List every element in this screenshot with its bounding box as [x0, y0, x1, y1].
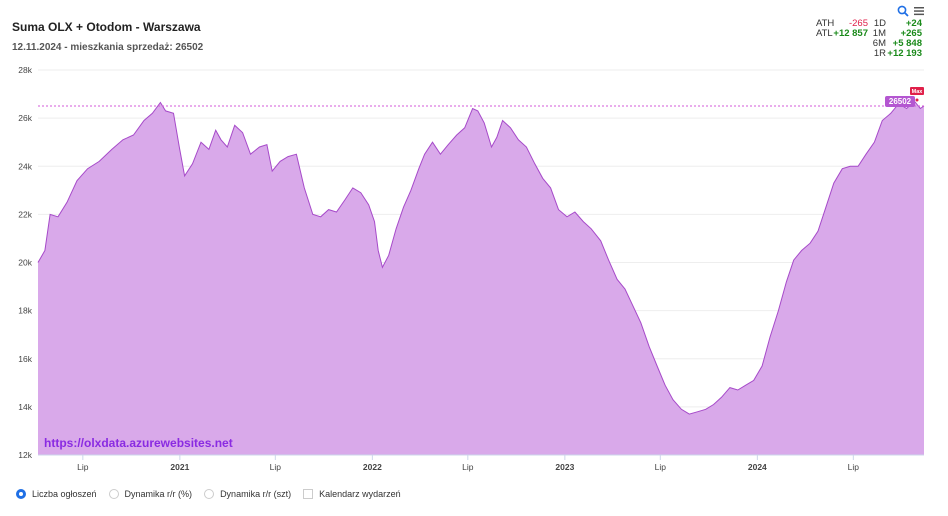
hamburger-icon[interactable] [912, 4, 926, 18]
x-tick-label: 2024 [748, 462, 767, 472]
x-tick-label: Lip [270, 462, 282, 472]
checkbox-icon[interactable] [303, 489, 314, 499]
r1-value: +12 193 [887, 48, 922, 59]
legend-label: Liczba ogłoszeń [32, 489, 97, 499]
stats-ath-atl-values: -265 +12 857 [828, 19, 868, 39]
legend: Liczba ogłoszeń Dynamika r/r (%) Dynamik… [16, 489, 413, 499]
d1-value: +24 [905, 18, 922, 29]
legend-label: Dynamika r/r (%) [124, 489, 193, 499]
y-tick-label: 12k [18, 450, 32, 460]
ath-value: -265 [848, 18, 868, 29]
m1-label: 1M [872, 28, 886, 39]
y-tick-label: 20k [18, 258, 32, 268]
atl-label: ATL [816, 28, 833, 39]
series-line [37, 100, 925, 415]
y-tick-label: 14k [18, 402, 32, 412]
d1-label: 1D [873, 18, 886, 29]
area-chart[interactable]: 12k 14k 16k 18k 20k 22k 24k 26k 28k Lip 2021 Lip 20… [0, 62, 948, 482]
x-tick-label: 2023 [555, 462, 574, 472]
m1-value: +265 [900, 28, 922, 39]
y-tick-label: 26k [18, 113, 32, 123]
m6-value: +5 848 [892, 38, 922, 49]
x-tick-label: Lip [77, 462, 89, 472]
series-area [38, 101, 924, 456]
chart-subtitle: 12.11.2024 - mieszkania sprzedaż: 26502 [12, 42, 204, 53]
y-tick-label: 28k [18, 65, 32, 75]
legend-item-liczba-ogloszen[interactable]: Liczba ogłoszeń [16, 489, 97, 499]
r1-label: 1R [873, 48, 886, 59]
watermark-url: https://olxdata.azurewebsites.net [44, 436, 233, 450]
stats-ath-atl-labels: ATH ATL [816, 19, 834, 39]
legend-item-kalendarz[interactable]: Kalendarz wydarzeń [303, 489, 401, 499]
y-tick-label: 16k [18, 354, 32, 364]
current-value-badge-label: 26502 [889, 97, 912, 106]
x-tick-label: Lip [462, 462, 474, 472]
radio-checked-icon[interactable] [16, 489, 26, 499]
legend-label: Kalendarz wydarzeń [319, 489, 401, 499]
x-tick-label: Lip [655, 462, 667, 472]
legend-label: Dynamika r/r (szt) [220, 489, 292, 499]
stats-period-values: +24 +265 +5 848 +12 193 [884, 19, 922, 59]
x-axis: Lip 2021 Lip 2022 Lip 2023 Lip 2024 Lip [38, 454, 924, 472]
y-axis: 12k 14k 16k 18k 20k 22k 24k 26k 28k [18, 65, 32, 460]
radio-unchecked-icon[interactable] [108, 489, 119, 499]
max-point-marker [915, 98, 919, 102]
x-tick-label: Lip [848, 462, 860, 472]
chart-toolbar [896, 4, 926, 18]
legend-item-dynamika-procent[interactable]: Dynamika r/r (%) [108, 489, 193, 499]
magnifier-icon[interactable] [896, 4, 910, 18]
max-badge [910, 87, 924, 96]
stats-period-labels: 1D 1M 6M 1R [866, 19, 886, 59]
y-tick-label: 22k [18, 209, 32, 219]
radio-unchecked-icon[interactable] [204, 489, 215, 499]
x-tick-label: 2022 [363, 462, 382, 472]
x-tick-label: 2021 [170, 462, 189, 472]
current-value-badge [885, 96, 915, 108]
atl-value: +12 857 [833, 28, 868, 39]
y-tick-label: 24k [18, 161, 32, 171]
legend-item-dynamika-szt[interactable]: Dynamika r/r (szt) [204, 489, 291, 499]
y-tick-label: 18k [18, 306, 32, 316]
ath-label: ATH [816, 18, 835, 29]
max-badge-label: Max [912, 89, 924, 95]
chart-title: Suma OLX + Otodom - Warszawa [12, 20, 201, 34]
m6-label: 6M [872, 38, 886, 49]
